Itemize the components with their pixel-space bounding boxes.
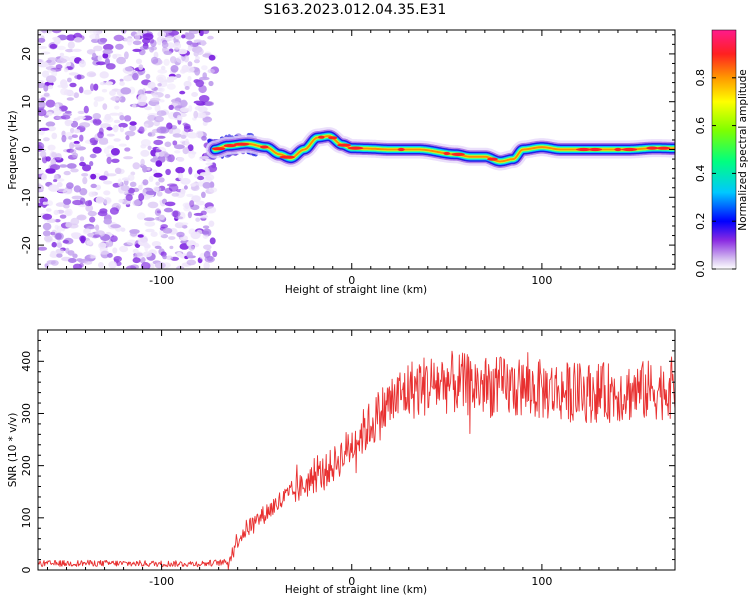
- ridge-hotspot: [588, 147, 603, 152]
- spectrogram-ylabel: Frequency (Hz): [7, 110, 19, 189]
- ridge-hotspot: [621, 147, 638, 152]
- snr-xtick-label: 0: [348, 575, 355, 588]
- snr-xtick-label: -100: [149, 575, 174, 588]
- ridge-hotspot: [233, 142, 250, 146]
- ridge-hotspot: [614, 147, 622, 152]
- ridge-hotspot: [260, 145, 269, 149]
- spectrogram-ytick-label: 20: [20, 47, 33, 61]
- snr-series-line: [38, 350, 675, 570]
- snr-ytick-label: 0: [20, 567, 33, 574]
- ridge-hotspot: [646, 146, 659, 150]
- spectrogram-ytick-label: 0: [20, 146, 33, 153]
- ridge-hotspot: [576, 147, 592, 152]
- snr-panel: -100 0 100 0 100 200 300 400 Height of straight…: [7, 329, 676, 596]
- ridge-hotspot: [223, 144, 237, 148]
- spectrogram-xtick-label: 100: [531, 274, 552, 287]
- snr-xlabel: Height of straight line (km): [285, 584, 427, 596]
- ridge-hotspot: [657, 146, 671, 150]
- ridge-hotspot: [451, 152, 465, 156]
- spectrogram-xtick-label: -100: [149, 274, 174, 287]
- colorbar-tick-label: 0.4: [694, 165, 707, 183]
- ridge-hotspot: [337, 143, 351, 147]
- ridge-hotspot: [279, 155, 295, 159]
- colorbar-gradient: [711, 29, 737, 270]
- spectrogram-xtick-label: 0: [348, 274, 355, 287]
- snr-ytick-label: 300: [20, 403, 33, 424]
- spectrogram-xlabel: Height of straight line (km): [285, 284, 427, 296]
- colorbar-tick-label: 0.6: [694, 117, 707, 135]
- snr-ytick-label: 200: [20, 455, 33, 476]
- ridge-hotspot: [487, 157, 498, 161]
- spectral-ridge: [205, 127, 675, 171]
- colorbar-tick-label: 0.2: [694, 212, 707, 230]
- chart-title: S163.2023.012.04.35.E31: [264, 2, 447, 18]
- ridge-hotspot: [328, 136, 338, 140]
- spectrogram-ytick-label: -20: [20, 236, 33, 254]
- spectrogram-ytick-label: 10: [20, 95, 33, 109]
- ridge-hotspot: [318, 135, 325, 139]
- noise-region: [38, 30, 220, 269]
- colorbar: 0.0 0.2 0.4 0.6 0.8 Normalized spectral ampl…: [694, 29, 749, 278]
- snr-xtick-label: 100: [531, 575, 552, 588]
- snr-ylabel: SNR (10 * v/v): [7, 413, 19, 488]
- colorbar-tick-label: 0.8: [694, 69, 707, 87]
- ridge-hotspot: [347, 146, 364, 150]
- snr-frame: [37, 329, 676, 571]
- spectrogram-ytick-label: -10: [20, 188, 33, 206]
- colorbar-label: Normalized spectral amplitude: [737, 69, 749, 230]
- ridge-hotspot: [397, 147, 405, 152]
- snr-ytick-label: 400: [20, 351, 33, 372]
- ridge-hotspot: [443, 151, 451, 156]
- ridge-hotspot: [211, 147, 226, 151]
- colorbar-tick-label: 0.0: [694, 260, 707, 278]
- snr-ytick-label: 100: [20, 507, 33, 528]
